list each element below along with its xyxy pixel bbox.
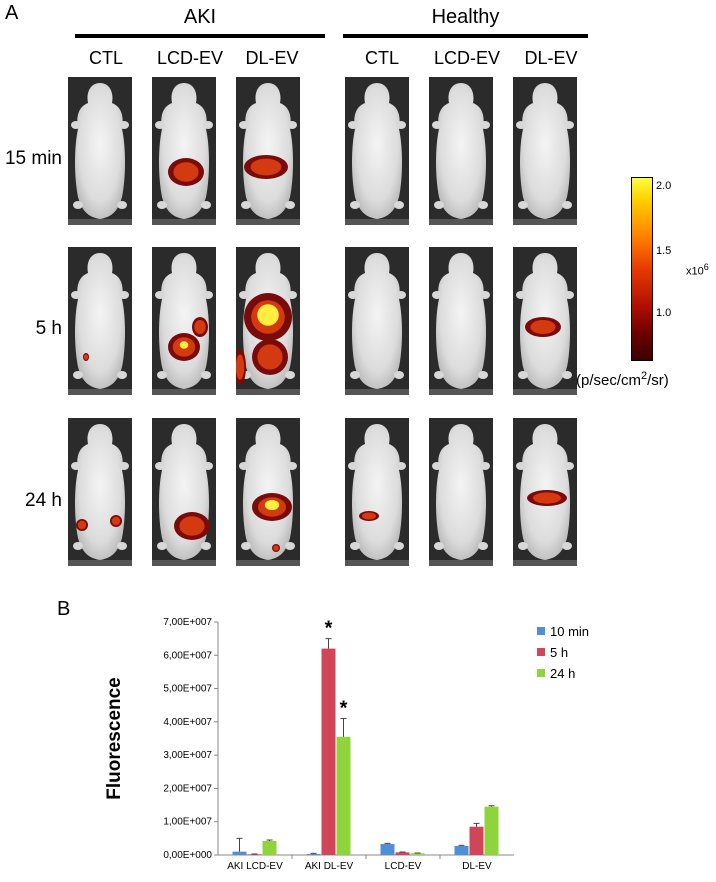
bar <box>306 854 321 855</box>
legend-swatch <box>537 648 545 656</box>
y-axis-label: Fluorescence <box>104 677 125 800</box>
row-label-5-h: 5 h <box>35 318 62 339</box>
bar <box>321 648 336 855</box>
significance-asterisk: * <box>325 618 333 640</box>
column-label-aki-lcd-ev: LCD-EV <box>156 48 223 68</box>
bar <box>454 846 469 855</box>
x-category-label: LCD-EV <box>385 861 422 872</box>
bar <box>469 826 484 855</box>
mouse-image-r1-c5 <box>429 77 493 225</box>
legend-label: 10 min <box>550 624 589 639</box>
row-label-24-h: 24 h <box>25 490 62 511</box>
mouse-image-r3-c2 <box>152 418 216 566</box>
x-category-label: AKI DL-EV <box>305 861 354 872</box>
bar <box>247 854 262 855</box>
mouse-image-r1-c6 <box>513 77 577 225</box>
bar <box>262 841 277 855</box>
colorbar-tick-2-0: 2.0 <box>656 180 672 192</box>
bar <box>336 736 351 855</box>
colorbar-tick-1-5: 1.5 <box>656 245 672 257</box>
panel-b-letter: B <box>57 598 71 620</box>
colorbar <box>631 177 653 361</box>
y-tick-label: 5,00E+007 <box>163 684 212 695</box>
fluorescence-bar-chart: 0,00E+000 1,00E+007 2,00E+007 3,00E+007 4,00… <box>0 600 716 877</box>
legend-label: 24 h <box>550 666 575 681</box>
mouse-image-r1-c1 <box>68 77 132 225</box>
mouse-image-r2-c4 <box>345 247 409 395</box>
column-label-aki-ctl: CTL <box>88 48 123 68</box>
column-label-healthy-lcd-ev: LCD-EV <box>433 48 500 68</box>
x-category-label: AKI LCD-EV <box>227 861 283 872</box>
mouse-image-r1-c2 <box>152 77 216 225</box>
mouse-image-r3-c6 <box>513 418 577 566</box>
mouse-image-r3-c4 <box>345 418 409 566</box>
x-category-label: DL-EV <box>462 861 492 872</box>
mouse-image-r1-c4 <box>345 77 409 225</box>
column-label-healthy-ctl: CTL <box>364 48 399 68</box>
bar <box>232 851 247 855</box>
significance-asterisk: * <box>340 698 348 720</box>
mouse-image-r2-c6 <box>513 247 577 395</box>
bar <box>395 852 410 855</box>
panel-a-letter: A <box>5 2 19 24</box>
bar <box>380 844 395 855</box>
group-rule-healthy <box>343 34 588 38</box>
mouse-image-r1-c3 <box>236 77 300 225</box>
colorbar-unit: (p/sec/cm2/sr) <box>576 370 669 389</box>
y-tick-label: 7,00E+007 <box>163 617 212 628</box>
y-tick-label: 4,00E+007 <box>163 717 212 728</box>
mouse-image-r3-c5 <box>429 418 493 566</box>
y-tick-label: 3,00E+007 <box>163 750 212 761</box>
mouse-image-r2-c5 <box>429 247 493 395</box>
bar <box>484 806 499 855</box>
legend-swatch <box>537 669 545 677</box>
bar <box>410 853 425 855</box>
group-rule-aki <box>75 34 325 38</box>
legend-label: 5 h <box>550 645 568 660</box>
group-title-healthy: Healthy <box>431 6 500 28</box>
colorbar-tick-1-0: 1.0 <box>656 307 672 319</box>
y-tick-label: 0,00E+000 <box>163 850 212 861</box>
mouse-image-r3-c1 <box>68 418 132 566</box>
legend-swatch <box>537 627 545 635</box>
y-tick-label: 2,00E+007 <box>163 783 212 794</box>
y-tick-label: 6,00E+007 <box>163 650 212 661</box>
group-title-aki: AKI <box>183 6 217 28</box>
column-label-aki-dl-ev: DL-EV <box>245 48 299 68</box>
mouse-image-r3-c3 <box>236 418 300 566</box>
y-tick-label: 1,00E+007 <box>163 817 212 828</box>
mouse-image-r2-c1 <box>68 247 132 395</box>
mouse-image-r2-c2 <box>152 247 216 395</box>
colorbar-multiplier: x106 <box>686 262 709 278</box>
mouse-image-r2-c3 <box>236 247 300 395</box>
row-label-15-min: 15 min <box>4 148 62 169</box>
column-label-healthy-dl-ev: DL-EV <box>524 48 578 68</box>
